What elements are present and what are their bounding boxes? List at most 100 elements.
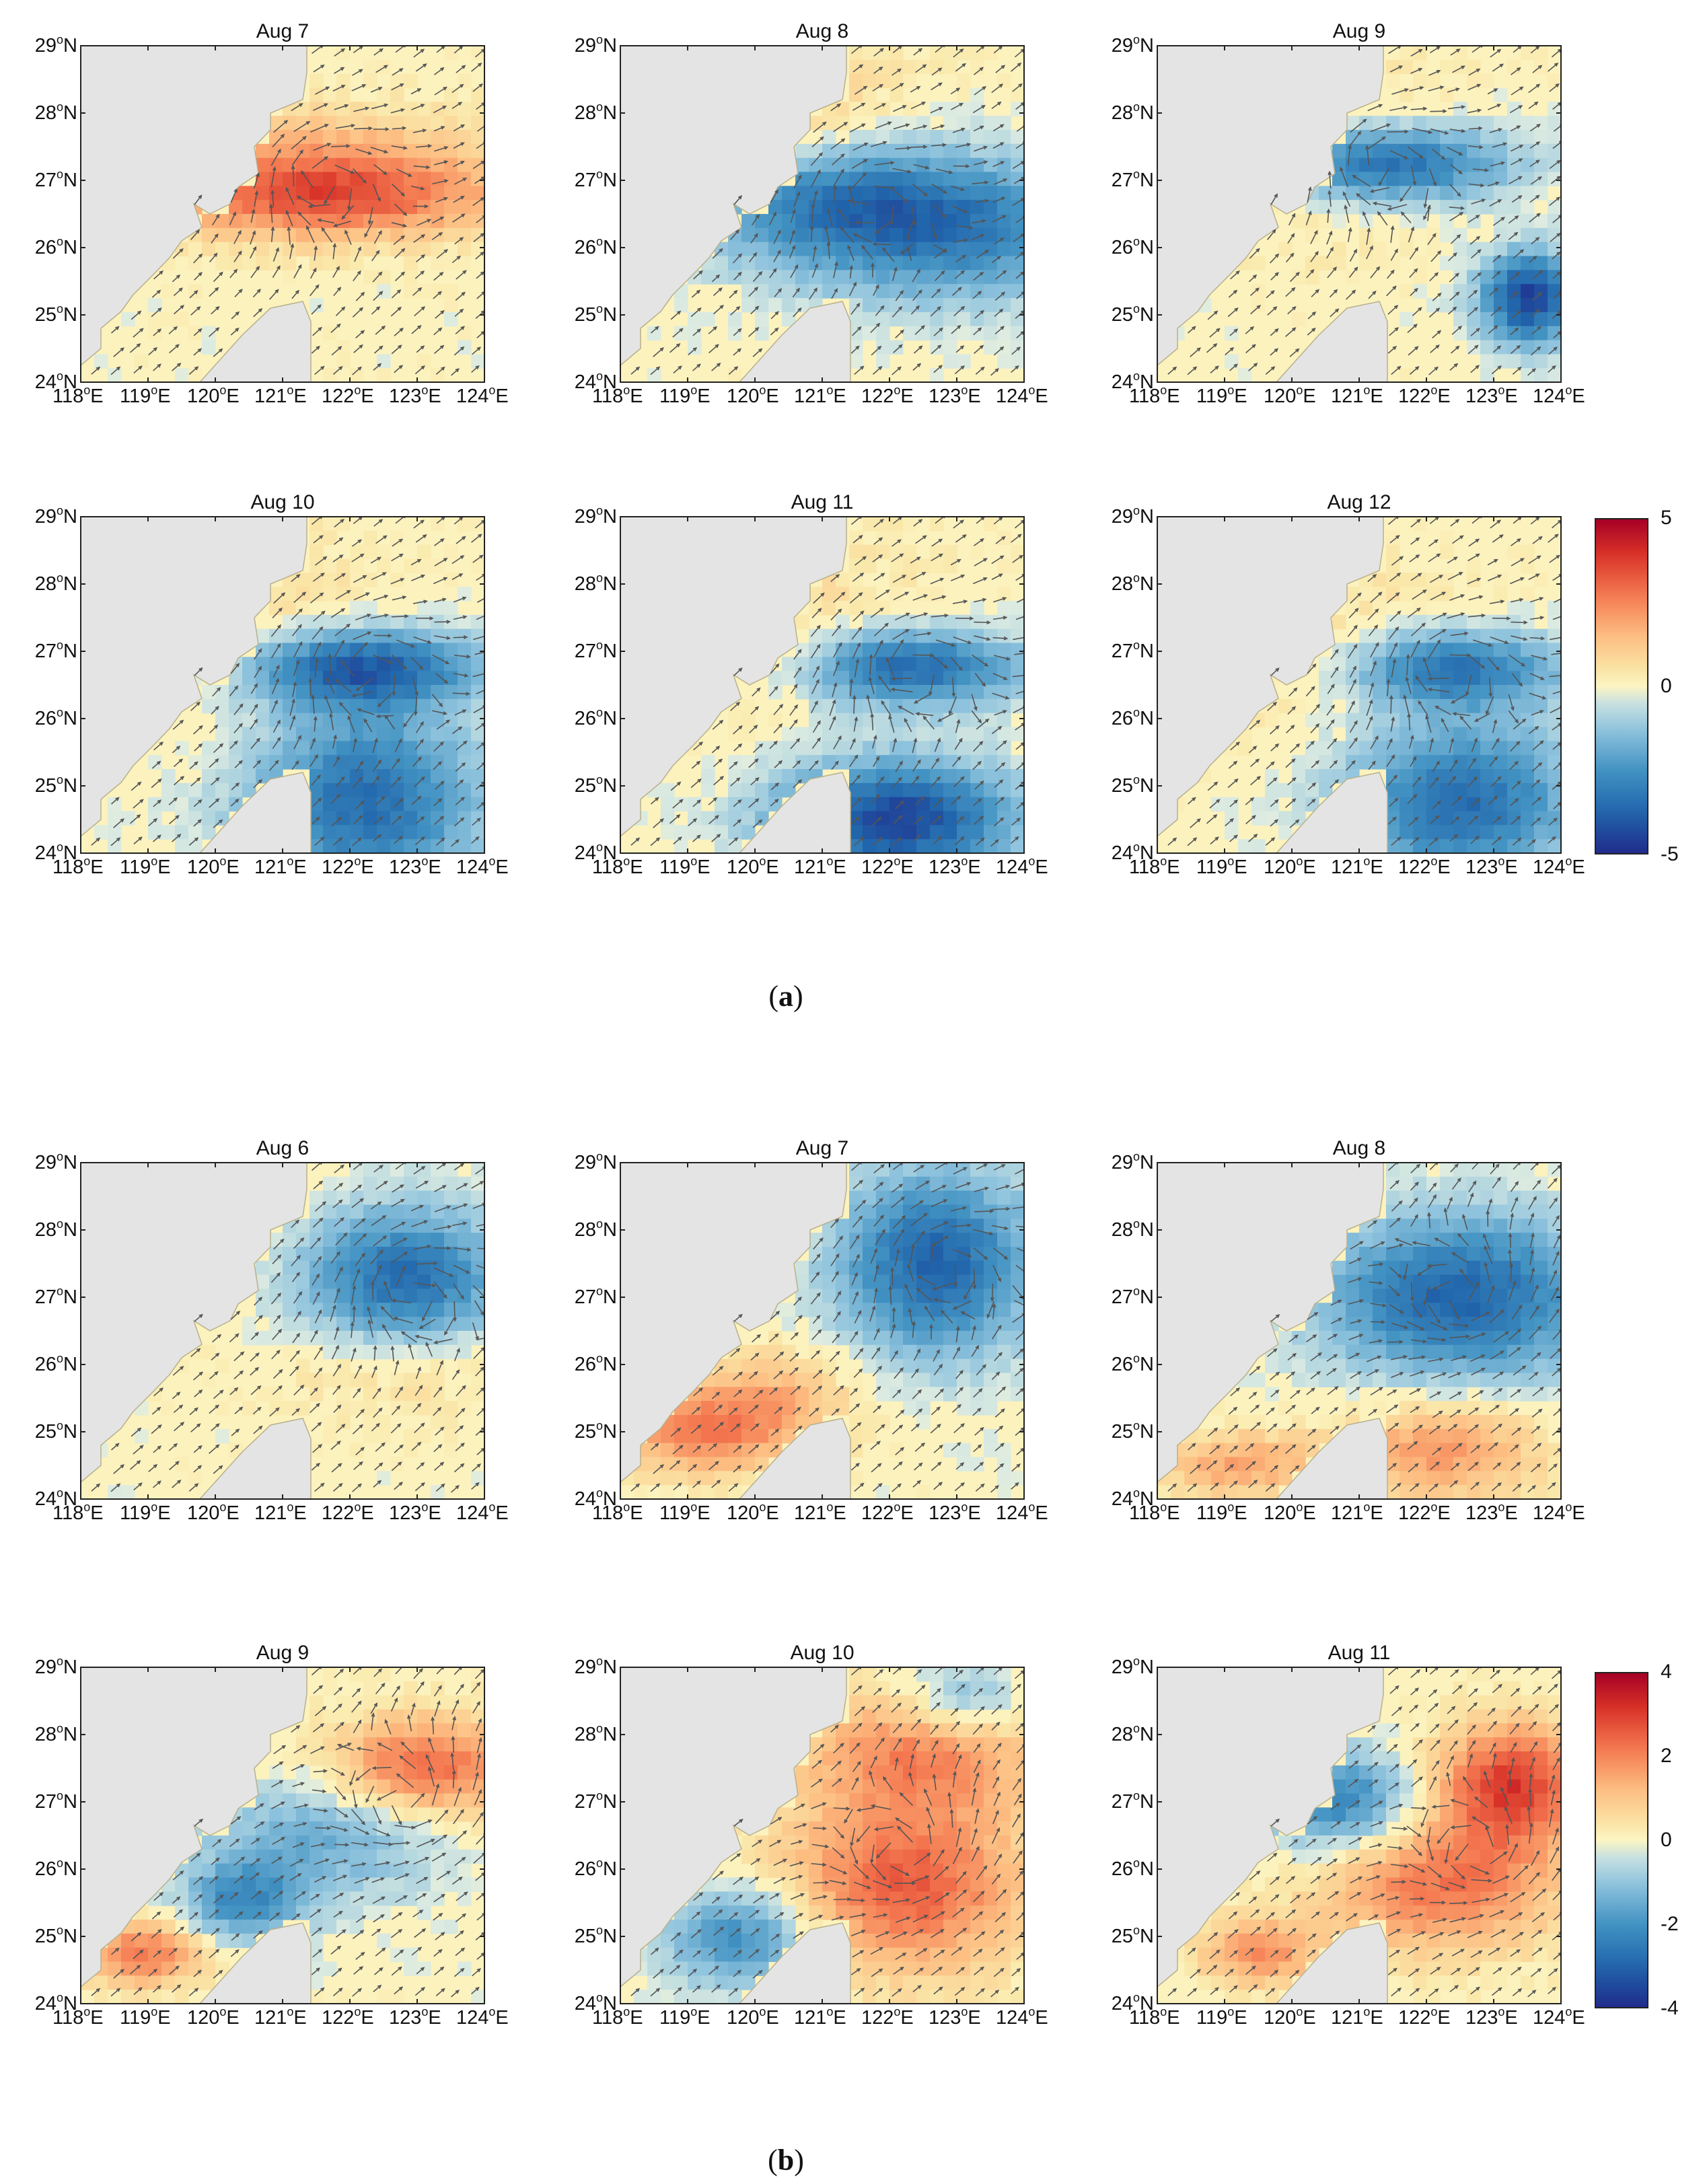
current-vectors (91, 46, 484, 376)
land-mainland (1157, 1667, 1384, 1988)
lat-label: 26oN (574, 1856, 617, 1880)
lon-label: 123oE (929, 384, 981, 407)
lat-label: 26oN (574, 235, 617, 258)
lat-label: 26oN (1111, 1856, 1154, 1880)
lat-label: 29oN (1111, 33, 1154, 57)
lon-label: 121oE (1331, 854, 1383, 878)
lat-label: 27oN (1111, 1789, 1154, 1813)
lon-label: 121oE (1331, 384, 1383, 407)
lat-label: 27oN (1111, 168, 1154, 191)
lat-label: 28oN (34, 1722, 77, 1745)
axis-ticks (80, 1667, 485, 2004)
lat-label: 25oN (574, 1419, 617, 1443)
lat-label: 26oN (574, 706, 617, 729)
map-plot (620, 516, 1025, 854)
lat-label: 27oN (34, 168, 77, 191)
panel-title: Aug 10 (790, 1642, 855, 1664)
lon-label: 119oE (120, 384, 171, 407)
current-vectors (1167, 1667, 1561, 1998)
map-panel: Aug 10 29oN 28oN 27oN 26oN 25oN 24oN 118oE 119oE… (13, 491, 509, 895)
lat-label: 27oN (34, 639, 77, 662)
lat-label: 24oN (34, 840, 77, 864)
map-panel: Aug 9 29oN 28oN 27oN 26oN 25oN 24oN 118oE 119oE 1… (13, 1642, 509, 2045)
map-panel: Aug 7 29oN 28oN 27oN 26oN 25oN 24oN 118oE 119oE 1… (13, 20, 509, 424)
lat-label: 29oN (1111, 1150, 1154, 1173)
lon-label: 119oE (659, 1500, 711, 1524)
lon-label: 123oE (929, 1500, 981, 1524)
lon-label: 118oE (1129, 1500, 1180, 1524)
current-vectors (1167, 1163, 1561, 1493)
lon-label: 118oE (1129, 384, 1180, 407)
lon-label: 119oE (120, 854, 171, 878)
lat-label: 25oN (34, 1924, 77, 1947)
lat-label: 24oN (574, 840, 617, 864)
land-taiwan (198, 1922, 312, 2004)
colorbar-tick-label: 4 (1661, 1661, 1672, 1683)
lon-label: 120oE (187, 1500, 240, 1524)
lon-label: 124oE (1533, 854, 1585, 878)
lat-label: 28oN (574, 100, 617, 124)
panel-title: Aug 7 (795, 1137, 849, 1159)
lat-label: 24oN (1111, 840, 1154, 864)
land-mainland (620, 1163, 847, 1483)
lat-label: 24oN (574, 369, 617, 393)
lat-label: 25oN (574, 773, 617, 797)
lon-label: 119oE (120, 2005, 171, 2029)
map-plot (80, 1162, 485, 1500)
lon-label: 123oE (1465, 1500, 1518, 1524)
panel-title: Aug 11 (791, 491, 854, 513)
land-mainland (620, 46, 847, 366)
map-panel: Aug 9 29oN 28oN 27oN 26oN 25oN 24oN 118oE 119oE 1… (1090, 20, 1585, 424)
lon-label: 118oE (1129, 2005, 1180, 2029)
colorbar-tick-label: 0 (1661, 1829, 1672, 1851)
colorbar-tick-label: 2 (1661, 1745, 1672, 1767)
lon-label: 124oE (456, 2005, 509, 2029)
lat-label: 27oN (34, 1284, 77, 1308)
lon-label: 124oE (456, 384, 509, 407)
lon-label: 122oE (322, 854, 374, 878)
lon-label: 120oE (727, 384, 779, 407)
lon-label: 118oE (52, 854, 104, 878)
anomaly-field (1171, 517, 1561, 853)
lat-label: 26oN (34, 1352, 77, 1375)
lon-label: 121oE (254, 2005, 307, 2029)
lon-label: 122oE (1398, 384, 1451, 407)
lon-label: 124oE (996, 384, 1048, 407)
lat-label: 29oN (1111, 1654, 1154, 1678)
colorbar-gradient (1595, 1672, 1648, 2008)
colorbar-tick-label: -5 (1661, 843, 1679, 865)
lat-label: 29oN (1111, 504, 1154, 527)
panel-title: Aug 12 (1327, 491, 1391, 513)
lat-label: 29oN (34, 504, 77, 527)
current-vectors (1167, 46, 1561, 376)
panel-title: Aug 11 (1328, 1642, 1391, 1664)
lon-label: 121oE (254, 854, 307, 878)
lat-label: 25oN (1111, 302, 1154, 326)
lon-label: 122oE (861, 384, 914, 407)
anomaly-field (1157, 1163, 1561, 1499)
lat-label: 27oN (34, 1789, 77, 1813)
colorbar-tick-label: -4 (1661, 1997, 1679, 2019)
axis-ticks (80, 1162, 485, 1500)
lon-label: 124oE (996, 854, 1048, 878)
lat-label: 25oN (1111, 773, 1154, 797)
lon-label: 119oE (1196, 384, 1247, 407)
figure-caption: (a) (768, 980, 803, 1013)
land-mainland (1157, 46, 1384, 366)
lon-label: 118oE (592, 384, 643, 407)
lat-label: 29oN (574, 1150, 617, 1173)
land-taiwan (1275, 772, 1388, 853)
current-vectors (1167, 517, 1561, 847)
lon-label: 121oE (794, 1500, 846, 1524)
lat-label: 25oN (34, 1419, 77, 1443)
lat-label: 24oN (1111, 369, 1154, 393)
lon-label: 120oE (727, 854, 779, 878)
panel-title: Aug 7 (256, 20, 310, 42)
lon-label: 123oE (1465, 854, 1518, 878)
current-vectors (630, 1667, 1024, 1998)
lon-label: 122oE (322, 2005, 374, 2029)
panel-title: Aug 6 (256, 1137, 310, 1159)
lat-label: 29oN (574, 1654, 617, 1678)
lon-label: 120oE (727, 1500, 779, 1524)
land-mainland (81, 517, 307, 837)
